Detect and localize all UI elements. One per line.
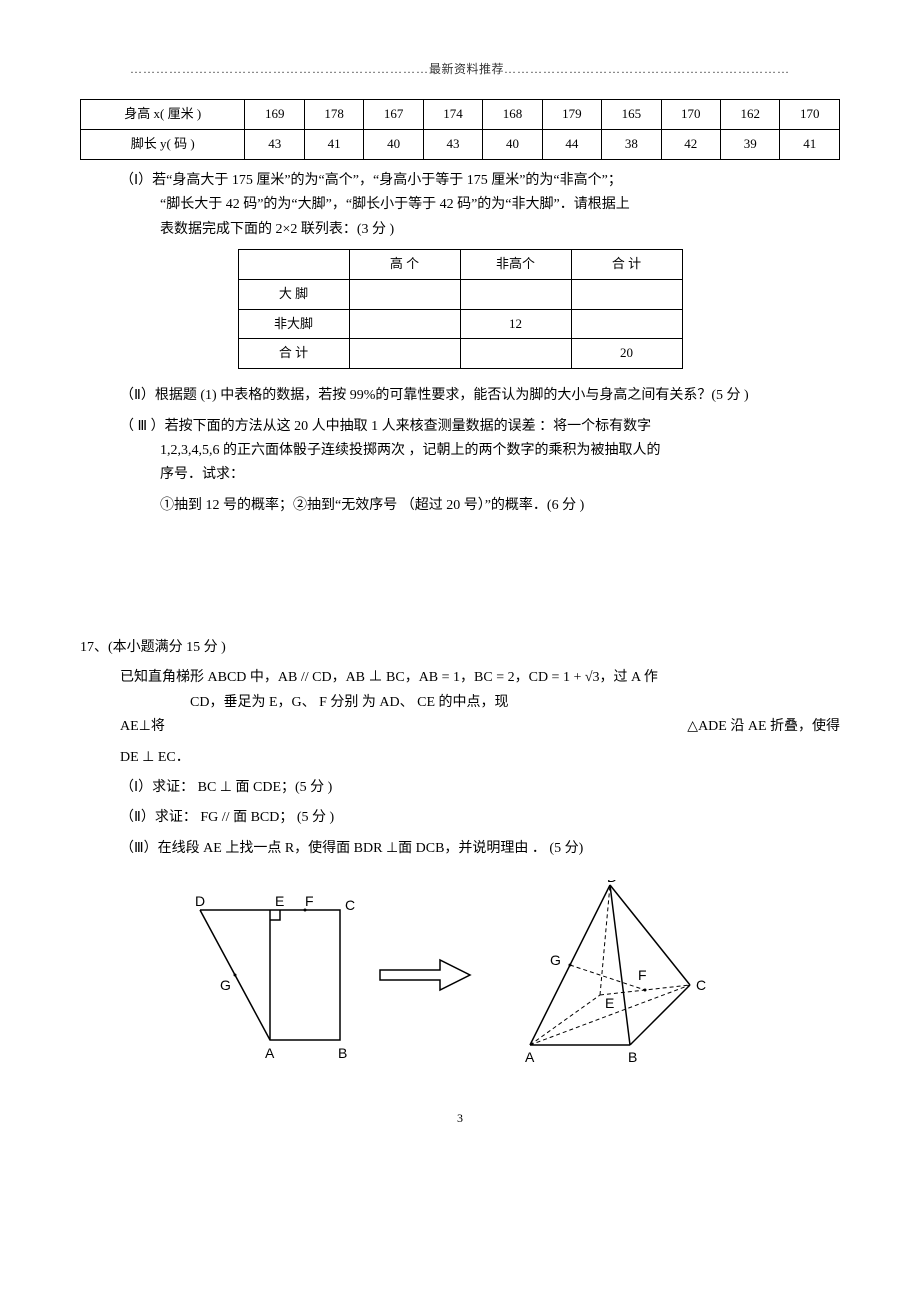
- foot-cell: 40: [364, 129, 423, 159]
- geometry-figure: D E F C G A B: [80, 880, 840, 1078]
- foot-cell: 38: [602, 129, 661, 159]
- ct-cell: 非大脚: [238, 309, 349, 339]
- height-cell: 170: [661, 100, 720, 130]
- ct-cell: 合 计: [238, 339, 349, 369]
- foot-cell: 44: [542, 129, 601, 159]
- height-cell: 169: [245, 100, 304, 130]
- table-row: 大 脚: [238, 279, 682, 309]
- height-cell: 179: [542, 100, 601, 130]
- q17-l1c-right: △ADE 沿 AE 折叠，使得: [687, 716, 840, 738]
- ct-cell: 12: [460, 309, 571, 339]
- q16-part3-b: 1,2,3,4,5,6 的正六面体骰子连续投掷两次 ，记朝上的两个数字的乘积为被…: [80, 440, 840, 462]
- label-D-left: D: [195, 893, 205, 909]
- q16-part3-a: （ Ⅲ ）若按下面的方法从这 20 人中抽取 1 人来核查测量数据的误差 ：将一…: [80, 416, 840, 438]
- height-foot-table: 身高 x( 厘米 ) 169 178 167 174 168 179 165 1…: [80, 99, 840, 160]
- height-cell: 174: [423, 100, 482, 130]
- ct-cell: [349, 309, 460, 339]
- label-G-right: G: [550, 952, 561, 968]
- contingency-table: 高 个 非高个 合 计 大 脚 非大脚 12 合 计 20: [238, 249, 683, 369]
- label-D-right: D: [607, 880, 617, 885]
- ct-cell: [571, 309, 682, 339]
- q17-l1d: DE ⊥ EC．: [80, 747, 840, 769]
- dots-left: ……………………………………………………………: [130, 62, 429, 76]
- label-C-right: C: [696, 977, 706, 993]
- q17-l2: （Ⅰ）求证： BC ⊥ 面 CDE；(5 分 ): [80, 777, 840, 799]
- ct-h0: [238, 249, 349, 279]
- height-cell: 167: [364, 100, 423, 130]
- page-number: 3: [80, 1109, 840, 1128]
- ct-cell: 20: [571, 339, 682, 369]
- label-C-left: C: [345, 897, 355, 913]
- ct-cell: 大 脚: [238, 279, 349, 309]
- foot-cell: 39: [720, 129, 779, 159]
- q17-l1a: 已知直角梯形 ABCD 中，AB // CD，AB ⊥ BC，AB = 1，BC…: [80, 667, 840, 689]
- height-cell: 178: [304, 100, 363, 130]
- table-row: 合 计 20: [238, 339, 682, 369]
- q17-l1b: CD，垂足为 E，G、 F 分别 为 AD、 CE 的中点，现: [80, 692, 840, 714]
- table-row: 高 个 非高个 合 计: [238, 249, 682, 279]
- label-F-right: F: [638, 967, 647, 983]
- height-cell: 168: [483, 100, 542, 130]
- ct-h2: 非高个: [460, 249, 571, 279]
- label-B-left: B: [338, 1045, 347, 1061]
- ct-cell: [460, 339, 571, 369]
- foot-cell: 43: [423, 129, 482, 159]
- header-label: 最新资料推荐: [429, 62, 504, 76]
- q16-part3-d: ①抽到 12 号的概率；②抽到“无效序号 （超过 20 号）”的概率．(6 分 …: [80, 495, 840, 517]
- q16-part3-c: 序号．试求：: [80, 464, 840, 486]
- foot-cell: 43: [245, 129, 304, 159]
- row2-label: 脚长 y( 码 ): [81, 129, 245, 159]
- ct-cell: [349, 339, 460, 369]
- q17-l3: （Ⅱ）求证： FG // 面 BCD； (5 分 ): [80, 807, 840, 829]
- label-G-left: G: [220, 977, 231, 993]
- row1-label: 身高 x( 厘米 ): [81, 100, 245, 130]
- q16-part1-line2: “脚长大于 42 码”的为“大脚”，“脚长小于等于 42 码”的为“非大脚”．请…: [80, 194, 840, 216]
- q17-l1c-left: AE⊥将: [120, 716, 165, 738]
- table-row: 脚长 y( 码 ) 43 41 40 43 40 44 38 42 39 41: [81, 129, 840, 159]
- q17-title: 17、(本小题满分 15 分 ): [80, 637, 840, 659]
- header-line: ……………………………………………………………最新资料推荐………………………………: [80, 60, 840, 79]
- q16-part1-line1: （Ⅰ）若“身高大于 175 厘米”的为“高个”，“身高小于等于 175 厘米”的…: [80, 170, 840, 192]
- label-E-left: E: [275, 893, 284, 909]
- foot-cell: 40: [483, 129, 542, 159]
- height-cell: 165: [602, 100, 661, 130]
- ct-h1: 高 个: [349, 249, 460, 279]
- q17-l1c: AE⊥将 △ADE 沿 AE 折叠，使得: [80, 716, 840, 738]
- ct-cell: [349, 279, 460, 309]
- label-E-right: E: [605, 995, 614, 1011]
- foot-cell: 42: [661, 129, 720, 159]
- q17-l4: （Ⅲ）在线段 AE 上找一点 R，使得面 BDR ⊥面 DCB，并说明理由 ． …: [80, 838, 840, 860]
- q16-part1-line3: 表数据完成下面的 2×2 联列表：(3 分 ): [80, 219, 840, 241]
- foot-cell: 41: [780, 129, 840, 159]
- foot-cell: 41: [304, 129, 363, 159]
- ct-cell: [460, 279, 571, 309]
- label-B-right: B: [628, 1049, 637, 1065]
- height-cell: 162: [720, 100, 779, 130]
- ct-cell: [571, 279, 682, 309]
- dots-right: …………………………………………………………: [504, 62, 790, 76]
- height-cell: 170: [780, 100, 840, 130]
- table-row: 身高 x( 厘米 ) 169 178 167 174 168 179 165 1…: [81, 100, 840, 130]
- q16-part2: （Ⅱ）根据题 (1) 中表格的数据，若按 99%的可靠性要求，能否认为脚的大小与…: [80, 385, 840, 407]
- label-A-left: A: [265, 1045, 275, 1061]
- table-row: 非大脚 12: [238, 309, 682, 339]
- ct-h3: 合 计: [571, 249, 682, 279]
- label-F-left: F: [305, 893, 314, 909]
- label-A-right: A: [525, 1049, 535, 1065]
